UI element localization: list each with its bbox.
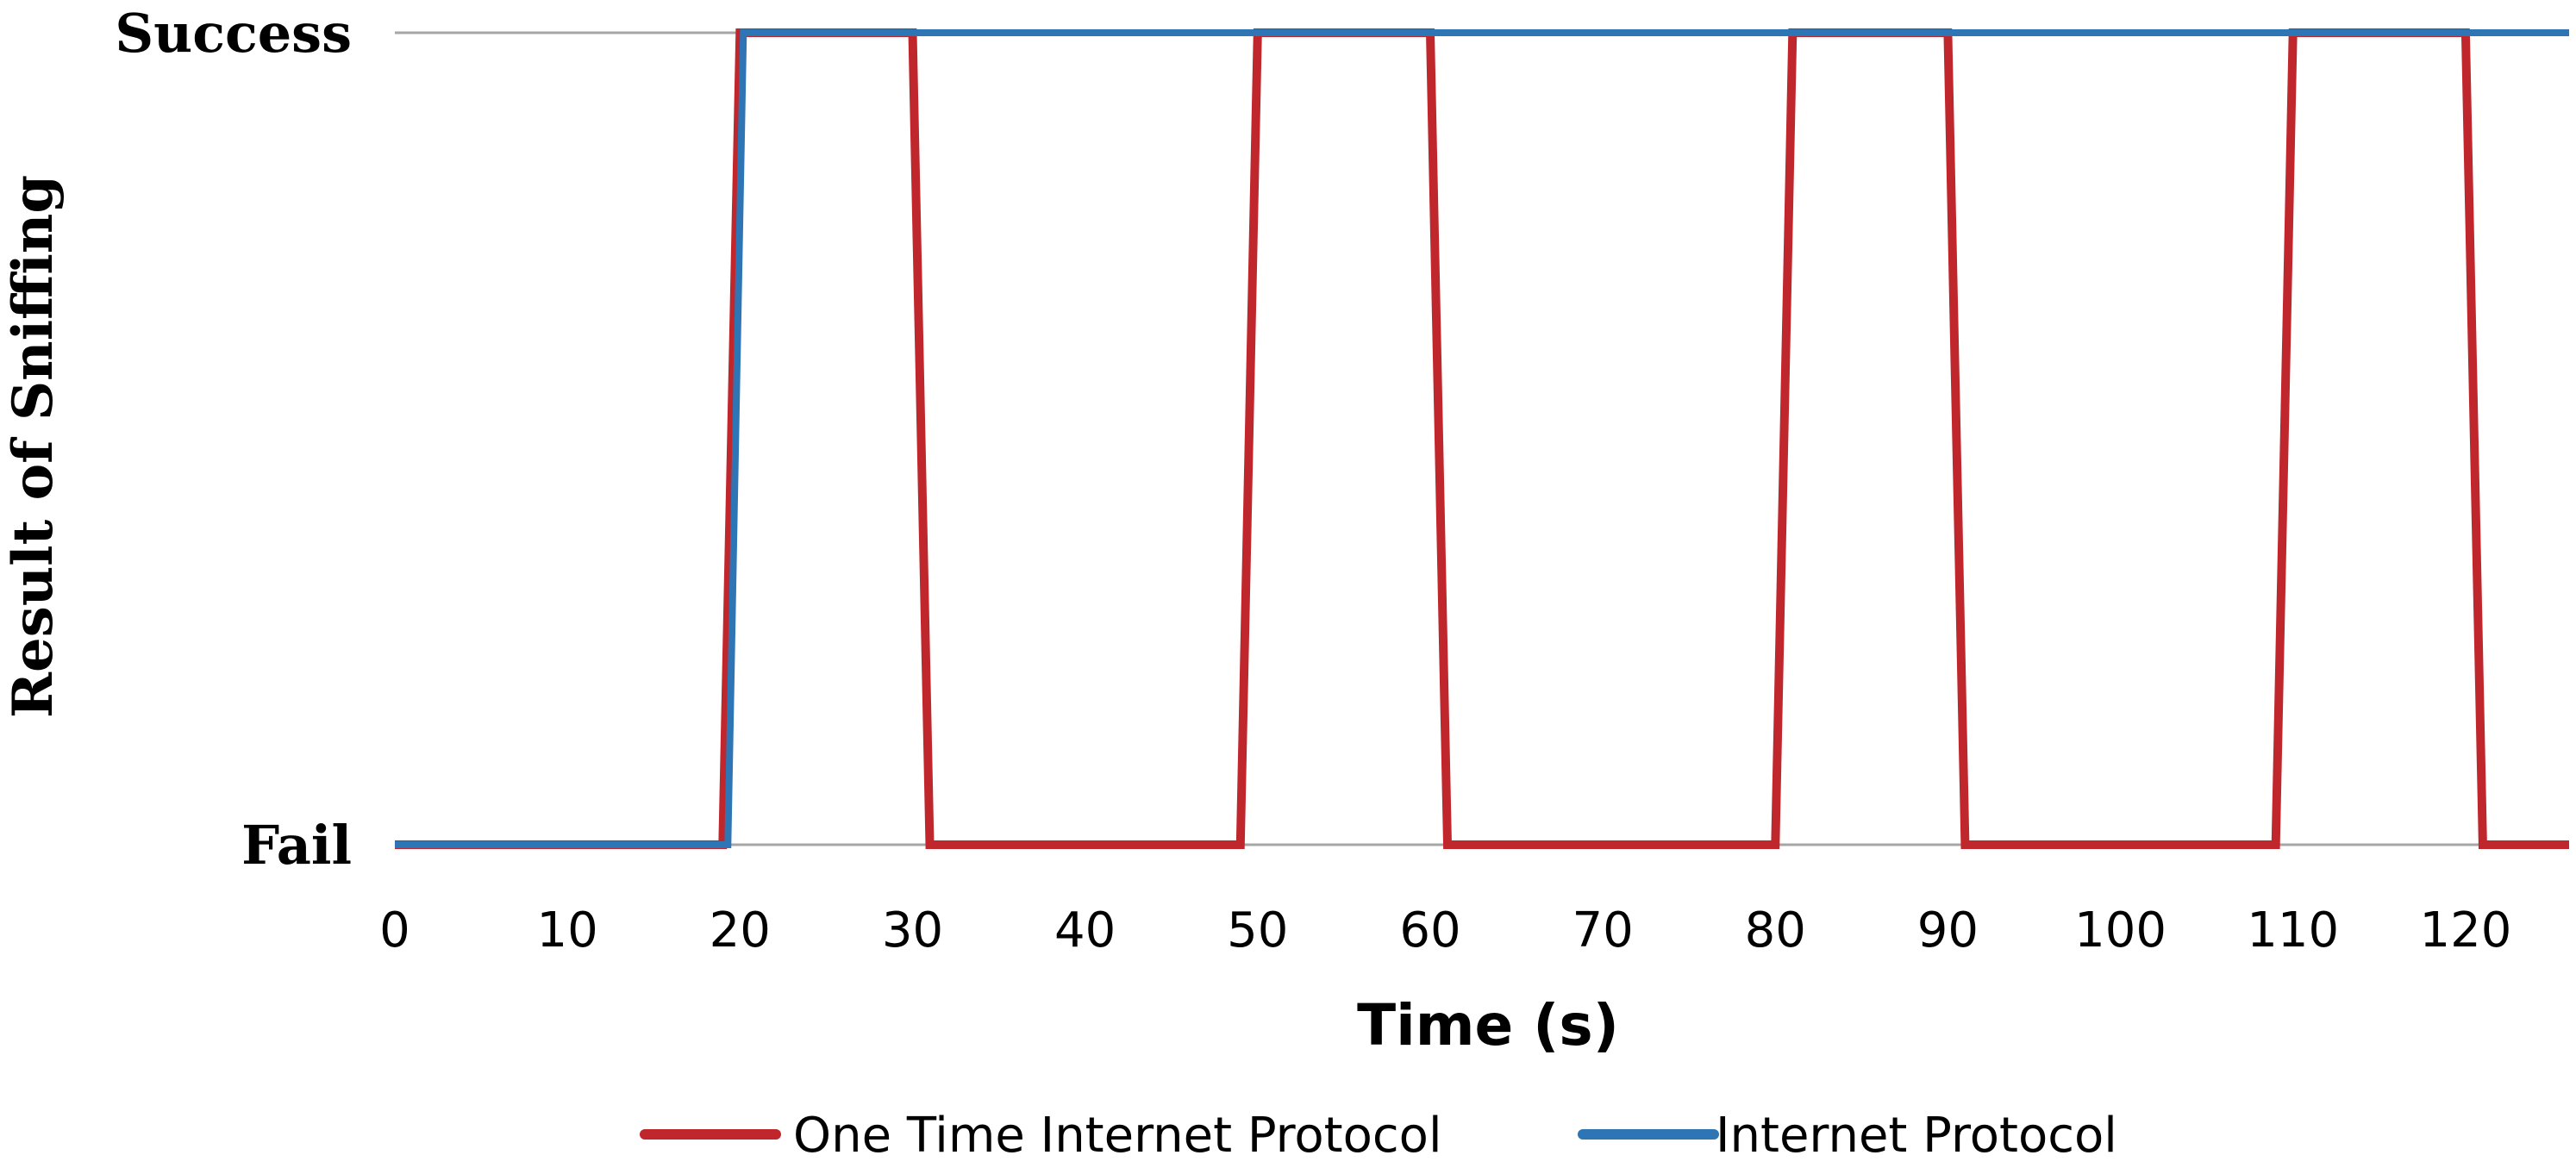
x-tick-label: 0: [379, 902, 410, 959]
x-tick-label: 120: [2419, 902, 2511, 959]
series-line-2: [395, 29, 2569, 848]
x-tick-label: 40: [1054, 902, 1116, 959]
x-axis-label: Time (s): [1357, 992, 1619, 1058]
x-tick-label: 60: [1399, 902, 1460, 959]
x-tick-label: 10: [537, 902, 598, 959]
y-tick-label-success: Success: [115, 2, 352, 65]
y-axis-label: Result of Sniffing: [1, 175, 66, 718]
x-tick-label: 30: [882, 902, 943, 959]
x-tick-label: 70: [1572, 902, 1633, 959]
x-tick-label: 90: [1917, 902, 1979, 959]
legend: One Time Internet Protocol Internet Proto…: [640, 1108, 2117, 1164]
legend-label-1: One Time Internet Protocol: [793, 1108, 1442, 1164]
x-tick-label: 100: [2074, 902, 2166, 959]
x-tick-label: 20: [710, 902, 771, 959]
x-tick-labels: 0 10 20 30 40 50 60 70 80 90 100 110 120: [379, 902, 2511, 959]
legend-label-2: Internet Protocol: [1716, 1108, 2117, 1164]
y-tick-labels: Fail Success: [115, 2, 352, 877]
y-tick-label-fail: Fail: [241, 814, 352, 877]
x-tick-label: 110: [2247, 902, 2339, 959]
x-tick-label: 50: [1227, 902, 1288, 959]
series-layer: [395, 28, 2569, 849]
series-line-1: [395, 28, 2569, 849]
x-tick-label: 80: [1745, 902, 1806, 959]
